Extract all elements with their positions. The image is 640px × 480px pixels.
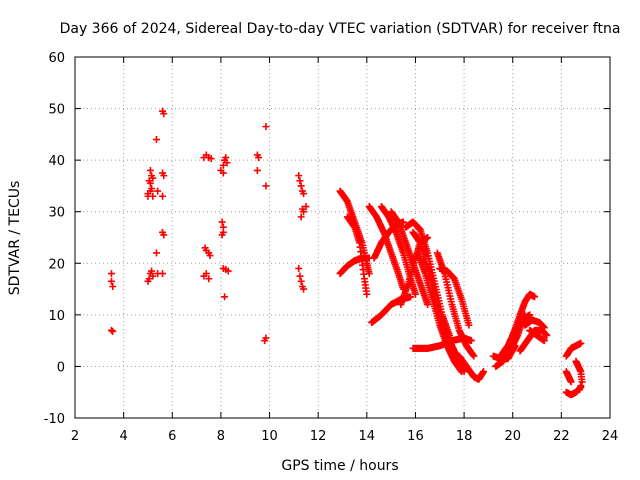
data-point [159, 270, 167, 278]
data-point [540, 324, 548, 332]
x-tick-label: 6 [168, 429, 176, 444]
data-point [470, 352, 478, 360]
data-point [577, 382, 585, 390]
data-point [149, 174, 157, 182]
data-point [148, 185, 156, 193]
data-point [144, 190, 152, 198]
data-point [578, 378, 586, 386]
chart-title: Day 366 of 2024, Sidereal Day-to-day VTE… [60, 21, 621, 37]
data-point [298, 205, 306, 213]
data-point [205, 275, 213, 283]
data-point [297, 213, 305, 221]
data-point [577, 339, 585, 347]
x-tick-label: 8 [217, 429, 225, 444]
x-tick-label: 22 [553, 429, 570, 444]
x-tick-label: 20 [504, 429, 521, 444]
x-tick-label: 18 [456, 429, 473, 444]
y-tick-labels: -10 0 10 20 30 40 50 60 [44, 51, 65, 427]
data-point [480, 368, 488, 376]
data-point [295, 264, 303, 272]
data-point [411, 290, 419, 298]
data-point [253, 166, 261, 174]
data-point [300, 190, 308, 198]
data-point [206, 252, 214, 260]
data-point [219, 161, 227, 169]
y-tick-label: 40 [48, 154, 65, 169]
data-points [107, 107, 586, 399]
data-point [159, 192, 167, 200]
data-point [223, 159, 231, 167]
data-point [576, 386, 584, 394]
data-point [152, 249, 160, 257]
data-point [302, 203, 310, 211]
data-point [152, 136, 160, 144]
x-axis-label: GPS time / hours [281, 458, 398, 474]
data-point [107, 277, 115, 285]
data-point [109, 282, 117, 290]
y-tick-label: 30 [48, 206, 65, 221]
y-tick-label: 0 [57, 360, 65, 375]
x-tick-label: 14 [359, 429, 376, 444]
data-point [467, 337, 475, 345]
data-point [363, 290, 371, 298]
x-tick-label: 2 [71, 429, 79, 444]
tick-marks [74, 56, 611, 419]
x-tick-label: 24 [602, 429, 619, 444]
data-point [424, 301, 432, 309]
y-tick-label: -10 [44, 412, 65, 427]
data-point [219, 169, 227, 177]
data-point [107, 326, 115, 334]
data-point [526, 311, 534, 319]
data-point [149, 272, 157, 280]
y-tick-label: 60 [48, 51, 65, 66]
data-point [109, 327, 117, 335]
data-point [255, 154, 263, 162]
x-tick-label: 4 [119, 429, 127, 444]
data-point [300, 285, 308, 293]
data-point [531, 293, 539, 301]
grid-lines [75, 57, 610, 418]
y-tick-label: 50 [48, 103, 65, 118]
data-point [107, 270, 115, 278]
data-point [146, 166, 154, 174]
data-point [543, 331, 551, 339]
data-point [218, 231, 226, 239]
data-point [407, 293, 415, 301]
data-point [296, 272, 304, 280]
data-point [202, 270, 210, 278]
data-point [297, 277, 305, 285]
data-point [160, 231, 168, 239]
x-tick-labels: 2 4 6 8 10 12 14 16 18 20 22 24 [71, 429, 618, 444]
data-point [540, 337, 548, 345]
data-point [458, 368, 466, 376]
data-point [221, 293, 229, 301]
data-point [160, 110, 168, 118]
data-point [567, 378, 575, 386]
plot-frame [74, 56, 611, 419]
data-point [261, 337, 269, 345]
data-point [262, 182, 270, 190]
x-tick-label: 10 [261, 429, 278, 444]
y-tick-label: 10 [48, 309, 65, 324]
data-point [160, 172, 168, 180]
data-point [262, 123, 270, 131]
x-tick-label: 12 [310, 429, 327, 444]
y-axis-label: SDTVAR / TECUs [7, 181, 23, 296]
data-point [297, 182, 305, 190]
data-point [218, 218, 226, 226]
data-point [222, 154, 230, 162]
data-point [224, 267, 232, 275]
x-tick-label: 16 [407, 429, 424, 444]
y-tick-label: 20 [48, 257, 65, 272]
data-point [154, 187, 162, 195]
data-point [207, 155, 215, 163]
data-point [296, 177, 304, 185]
data-point [148, 267, 156, 275]
data-point [149, 192, 157, 200]
data-point [295, 172, 303, 180]
data-point [144, 277, 152, 285]
data-point [145, 177, 153, 185]
data-point [465, 321, 473, 329]
